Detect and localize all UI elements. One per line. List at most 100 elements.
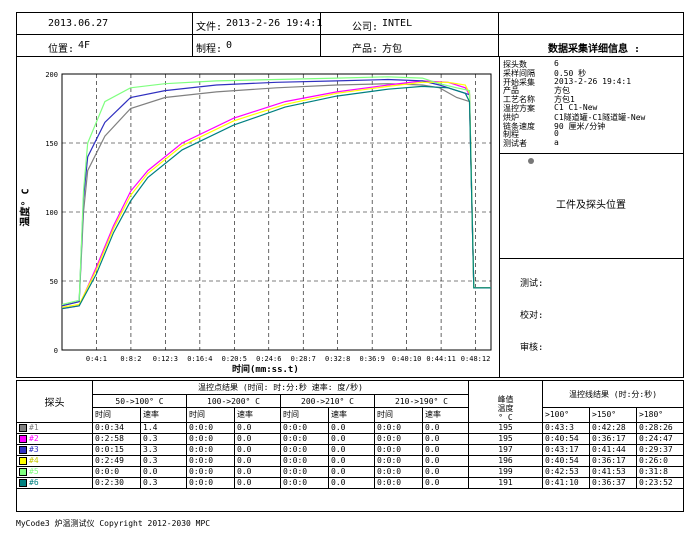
- probe-name: #2: [29, 434, 39, 443]
- y-tick-label: 200: [45, 71, 58, 79]
- y-tick-label: 0: [54, 347, 58, 355]
- company-value: INTEL: [382, 18, 413, 29]
- rate-col-header: 速率: [234, 407, 281, 423]
- result-cell: 0.0: [234, 465, 281, 478]
- peak-spacer: [468, 380, 543, 395]
- result-cell: 0:0:34: [92, 421, 141, 434]
- result-cell: 0:0:0: [186, 432, 235, 445]
- table-row: #3 0:0:15 3.3 0:0:0 0.0 0:0:0 0.0 0:0:0 0.0 197 0:…: [16, 443, 684, 456]
- line-result-cell: 0:43:17: [542, 443, 590, 456]
- result-cell: 0:0:0: [186, 421, 235, 434]
- result-cell: 0:0:0: [374, 443, 423, 456]
- result-cell: 0.0: [234, 443, 281, 456]
- x-tick-label: 0:24:6: [256, 355, 281, 363]
- file-value: 2013-2-26 19:4:1: [226, 18, 323, 29]
- info-key: 探头数: [503, 60, 527, 69]
- rate-col-header: 速率: [140, 407, 187, 423]
- series-line-4: [61, 81, 491, 308]
- result-cell: 0.0: [422, 465, 469, 478]
- line-result-cell: 0:29:37: [636, 443, 684, 456]
- result-cell: 0:2:58: [92, 432, 141, 445]
- peak-header: 峰值 温度 ° C: [468, 394, 543, 423]
- line-result-cell: 0:23:52: [636, 476, 684, 489]
- footer-copyright: MyCode3 炉温测试仪 Copyright 2012-2030 MPC: [16, 519, 211, 528]
- probe-name-cell: #1: [16, 421, 93, 434]
- probe-color-swatch: [19, 456, 27, 465]
- probe-color-swatch: [19, 478, 27, 487]
- table-row: #4 0:2:49 0.3 0:0:0 0.0 0:0:0 0.0 0:0:0 0.0 196 0:…: [16, 454, 684, 467]
- x-tick-label: 0:4:1: [86, 355, 107, 363]
- result-cell: 1.4: [140, 421, 187, 434]
- probe-name: #6: [29, 478, 39, 487]
- peak-header-line: 温度: [497, 403, 514, 413]
- probe-header: 探头: [16, 380, 93, 423]
- x-tick-label: 0:20:5: [222, 355, 247, 363]
- line-result-cell: 0:26:0: [636, 454, 684, 467]
- result-cell: 0.0: [422, 454, 469, 467]
- product-label: 产品:: [352, 44, 379, 55]
- y-axis-label: 温度° C: [20, 188, 32, 227]
- result-cell: 0.0: [234, 421, 281, 434]
- product-value: 方包: [382, 44, 402, 55]
- series-line-5: [61, 76, 491, 306]
- info-value: 方包: [554, 86, 570, 96]
- info-value: 0: [554, 129, 559, 139]
- probe-name: #1: [29, 423, 39, 432]
- result-cell: 0:0:15: [92, 443, 141, 456]
- line-result-cell: 0:42:28: [589, 421, 637, 434]
- x-tick-label: 0:32:8: [325, 355, 350, 363]
- x-tick-label: 0:48:12: [461, 355, 491, 363]
- probe-name-cell: #4: [16, 454, 93, 467]
- result-cell: 0:0:0: [280, 476, 329, 489]
- info-key: 测试者: [503, 139, 527, 149]
- info-key: 采样间隔: [503, 68, 535, 78]
- x-tick-label: 0:12:3: [153, 355, 178, 363]
- time-col-header: 时间: [280, 407, 329, 423]
- info-key: 开始采集: [503, 77, 535, 87]
- peak-cell: 197: [468, 443, 543, 456]
- line-result-cell: 0:36:37: [589, 476, 637, 489]
- table-row: #1 0:0:34 1.4 0:0:0 0.0 0:0:0 0.0 0:0:0 0.0 195 0:…: [16, 421, 684, 434]
- x-tick-label: 0:16:4: [187, 355, 212, 363]
- result-cell: 0:0:0: [280, 421, 329, 434]
- probe-name-cell: #3: [16, 443, 93, 456]
- result-cell: 0.3: [140, 476, 187, 489]
- range-header: 200->210° C: [280, 393, 375, 409]
- result-cell: 0.0: [328, 421, 375, 434]
- line-result-cell: 0:42:53: [542, 465, 590, 478]
- info-value: 90 厘米/分钟: [554, 121, 606, 131]
- results-table: 探头 温控点结果 (时间: 时:分:秒 速率: 度/秒) 温控线结果 (时:分:秒)…: [16, 379, 684, 489]
- control-point-title: 温控点结果 (时间: 时:分:秒 速率: 度/秒): [92, 380, 469, 395]
- result-cell: 0:0:0: [186, 465, 235, 478]
- result-cell: 0:0:0: [186, 443, 235, 456]
- time-col-header: 时间: [92, 407, 141, 423]
- peak-cell: 199: [468, 465, 543, 478]
- info-value: 方包1: [554, 95, 575, 105]
- result-cell: 0:0:0: [280, 443, 329, 456]
- result-cell: 0.0: [328, 454, 375, 467]
- info-key: 链条速度: [503, 121, 535, 131]
- series-line-1: [61, 83, 491, 307]
- probe-name: #4: [29, 456, 39, 465]
- result-cell: 0.0: [140, 465, 187, 478]
- company-label: 公司:: [352, 22, 379, 33]
- line-result-cell: 0:43:3: [542, 421, 590, 434]
- y-tick-label: 50: [50, 278, 58, 286]
- line-result-title: 温控线结果 (时:分:秒): [542, 379, 684, 409]
- line-result-cell: 0:41:53: [589, 465, 637, 478]
- probe-color-swatch: [19, 434, 27, 443]
- probe-name: #3: [29, 445, 39, 454]
- table-row: #2 0:2:58 0.3 0:0:0 0.0 0:0:0 0.0 0:0:0 0.0 195 0:…: [16, 432, 684, 445]
- info-key: 工艺名称: [503, 95, 535, 105]
- peak-cell: 195: [468, 432, 543, 445]
- line-result-cell: 0:28:26: [636, 421, 684, 434]
- y-tick-label: 100: [45, 209, 58, 217]
- info-value: 6: [554, 59, 559, 68]
- x-tick-label: 0:40:10: [392, 355, 422, 363]
- table-row: #6 0:2:30 0.3 0:0:0 0.0 0:0:0 0.0 0:0:0 0.0 191 0:…: [16, 476, 684, 489]
- audit-label: 审核:: [520, 343, 544, 353]
- line-result-cell: 0:41:44: [589, 443, 637, 456]
- info-value: 2013-2-26 19:4:1: [554, 76, 632, 86]
- info-value: 0.50 秒: [554, 68, 587, 78]
- x-tick-label: 0:28:7: [291, 355, 316, 363]
